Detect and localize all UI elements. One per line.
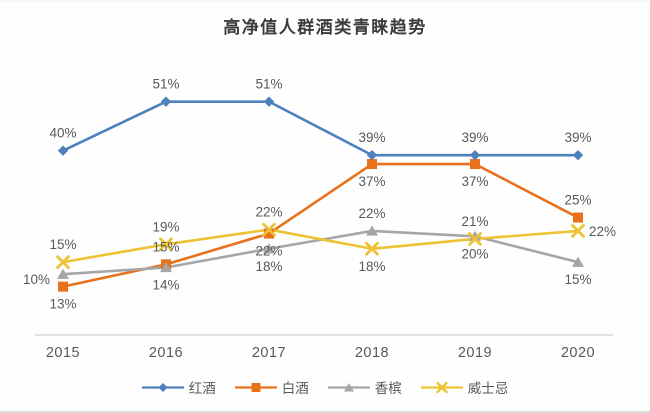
data-label-baijiu-2017: 22%	[255, 244, 282, 259]
data-label-baijiu-2016: 15%	[152, 239, 179, 254]
diamond-marker-red-wine	[469, 149, 481, 161]
triangle-marker-champagne	[469, 230, 481, 241]
x-axis-label-2016: 2016	[149, 345, 183, 361]
diamond-marker-red-wine	[263, 96, 275, 107]
legend-item-whisky: 威士忌	[420, 377, 509, 397]
line-chart-plot: 40% 51% 51% 39% 39% 39% 13% 15% 22% 37% 37% 25% 10% 1…	[23, 77, 616, 361]
triangle-marker-icon	[327, 382, 370, 391]
x-axis-label-2015: 2015	[46, 345, 80, 361]
x-marker-whisky	[56, 255, 70, 270]
data-label-red-wine-2016: 51%	[152, 77, 179, 92]
chart-legend: 红酒 白酒 香槟 威士忌	[0, 375, 650, 399]
diamond-marker-red-wine	[160, 96, 172, 107]
square-marker-icon	[234, 382, 277, 392]
legend-item-champagne: 香槟	[327, 377, 402, 397]
square-marker-baijiu	[470, 159, 480, 170]
data-label-whisky-2017: 22%	[255, 205, 282, 220]
data-label-champagne-2017: 18%	[255, 259, 282, 274]
diamond-marker-red-wine	[572, 149, 584, 161]
square-marker-baijiu	[58, 281, 68, 292]
series-line-whisky	[61, 228, 580, 264]
triangle-marker-champagne	[57, 268, 69, 279]
data-label-champagne-2016: 14%	[152, 277, 179, 292]
data-label-baijiu-2020: 25%	[564, 193, 591, 208]
data-label-whisky-2016: 19%	[152, 219, 179, 234]
data-label-red-wine-2015: 40%	[49, 126, 76, 141]
legend-label: 红酒	[188, 381, 216, 396]
triangle-marker-champagne	[366, 225, 378, 236]
legend-item-baijiu: 白酒	[234, 377, 309, 397]
triangle-marker-champagne	[160, 261, 172, 273]
x-axis-label-2019: 2019	[458, 345, 492, 361]
data-label-whisky-2020: 22%	[589, 224, 616, 239]
data-label-whisky-2019: 21%	[461, 214, 488, 229]
square-marker-baijiu	[367, 159, 377, 170]
square-marker-baijiu	[573, 212, 583, 223]
legend-item-red-wine: 红酒	[141, 377, 216, 397]
data-label-baijiu-2019: 37%	[461, 174, 488, 189]
diamond-marker-red-wine	[57, 145, 69, 156]
series-line-red-wine	[61, 100, 580, 157]
legend-label: 威士忌	[467, 381, 509, 396]
x-marker-icon	[420, 381, 463, 393]
diamond-marker-icon	[141, 382, 184, 392]
x-marker-whisky	[571, 224, 585, 238]
data-label-red-wine-2019: 39%	[461, 130, 488, 145]
x-axis-label-2017: 2017	[252, 345, 286, 361]
data-label-champagne-2015: 10%	[23, 272, 50, 287]
data-label-champagne-2020: 15%	[564, 272, 591, 287]
x-marker-whisky	[365, 241, 379, 256]
triangle-marker-champagne	[572, 256, 584, 267]
legend-label: 香槟	[374, 381, 402, 396]
data-label-red-wine-2018: 39%	[358, 130, 385, 145]
data-label-red-wine-2017: 51%	[255, 77, 282, 92]
x-marker-whisky	[159, 237, 173, 252]
data-label-champagne-2018: 22%	[358, 206, 385, 221]
chart-title: 高净值人群酒类青睐趋势	[223, 18, 427, 37]
data-label-baijiu-2018: 37%	[358, 174, 385, 189]
x-marker-whisky	[468, 232, 482, 246]
square-marker-baijiu	[264, 228, 274, 239]
data-label-whisky-2015: 15%	[49, 237, 76, 252]
x-axis-label-2020: 2020	[561, 345, 595, 361]
diamond-marker-red-wine	[366, 149, 378, 161]
data-label-red-wine-2020: 39%	[564, 130, 591, 145]
legend-label: 白酒	[281, 381, 309, 396]
data-label-whisky-2018: 18%	[358, 259, 385, 274]
x-axis-label-2018: 2018	[355, 345, 389, 361]
data-label-champagne-2019: 20%	[461, 246, 488, 261]
triangle-marker-champagne	[263, 243, 275, 254]
data-label-baijiu-2015: 13%	[49, 297, 76, 312]
x-marker-whisky	[262, 222, 276, 237]
